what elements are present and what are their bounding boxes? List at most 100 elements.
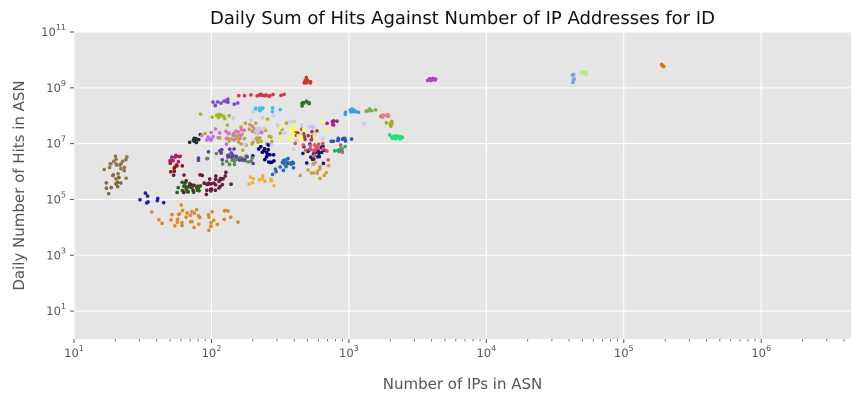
data-point <box>260 176 265 181</box>
data-point <box>265 117 270 121</box>
data-point <box>286 156 290 161</box>
data-point <box>215 222 220 227</box>
data-point <box>236 140 241 144</box>
data-point <box>124 157 128 162</box>
data-point <box>284 121 289 125</box>
data-point <box>301 143 306 147</box>
data-point <box>335 119 339 123</box>
data-point <box>324 128 329 132</box>
data-point <box>196 158 201 163</box>
data-point <box>251 161 255 166</box>
data-point <box>122 168 126 173</box>
data-point <box>264 154 269 159</box>
y-tick-base: 10 <box>46 81 61 95</box>
data-point <box>220 158 225 162</box>
data-point <box>205 138 209 142</box>
y-tick-label: 105 <box>46 190 66 206</box>
data-point <box>271 114 276 118</box>
data-point <box>260 115 265 120</box>
data-point <box>186 190 191 194</box>
data-point <box>333 149 337 153</box>
data-point <box>387 133 392 137</box>
data-point <box>192 225 196 230</box>
data-point <box>300 104 304 108</box>
data-point <box>227 114 231 118</box>
data-point <box>224 129 228 134</box>
data-point <box>213 177 218 182</box>
data-point <box>228 215 233 219</box>
data-point <box>240 148 245 152</box>
data-point <box>195 184 200 188</box>
data-point <box>176 159 181 164</box>
data-point <box>298 173 303 178</box>
data-point <box>175 220 180 225</box>
data-point <box>190 209 194 214</box>
x-tick-label: 104 <box>476 344 496 360</box>
data-point <box>306 133 310 138</box>
data-point <box>209 130 213 135</box>
y-tick-exponent: 3 <box>61 246 66 255</box>
data-point <box>288 119 293 124</box>
data-point <box>259 139 263 144</box>
data-point <box>308 147 313 152</box>
data-point <box>267 134 272 139</box>
data-point <box>247 182 251 186</box>
y-tick-base: 10 <box>41 25 56 39</box>
data-point <box>308 143 313 148</box>
data-point <box>236 130 240 134</box>
data-point <box>299 137 304 141</box>
data-point <box>218 136 222 140</box>
data-point <box>390 135 394 140</box>
data-point <box>266 147 271 152</box>
data-point <box>209 182 213 186</box>
data-point <box>211 218 216 223</box>
data-point <box>226 209 230 213</box>
y-tick-label: 1011 <box>41 23 66 39</box>
data-point <box>178 154 183 159</box>
data-point <box>272 183 276 188</box>
data-point <box>308 81 312 85</box>
data-point <box>343 144 347 149</box>
data-point <box>268 160 273 165</box>
data-point <box>315 129 319 133</box>
data-point <box>579 70 584 75</box>
data-point <box>232 159 237 163</box>
x-axis-label: Number of IPs in ASN <box>383 375 543 393</box>
data-point <box>214 174 218 178</box>
data-point <box>215 100 220 104</box>
x-tick-label: 102 <box>202 344 222 360</box>
data-point <box>222 217 226 222</box>
data-point <box>220 182 225 187</box>
data-point <box>321 137 325 141</box>
data-point <box>236 220 240 224</box>
data-point <box>312 153 317 158</box>
data-point <box>223 208 228 213</box>
data-point <box>120 159 125 164</box>
data-point <box>188 213 193 218</box>
data-point <box>229 151 234 155</box>
y-tick-exponent: 5 <box>61 190 66 199</box>
data-point <box>338 143 343 147</box>
data-point <box>181 190 186 195</box>
data-point <box>115 184 120 189</box>
data-point <box>239 142 243 146</box>
data-point <box>234 154 239 159</box>
data-point <box>204 192 209 197</box>
data-point <box>247 122 252 127</box>
data-point <box>180 164 185 168</box>
data-point <box>343 112 348 117</box>
data-point <box>290 134 294 139</box>
data-point <box>114 162 119 166</box>
data-point <box>351 108 355 113</box>
data-point <box>176 212 181 217</box>
data-point <box>249 93 253 97</box>
data-point <box>229 182 233 187</box>
data-point <box>258 127 262 131</box>
data-point <box>282 161 286 166</box>
data-point <box>168 161 173 166</box>
data-point <box>226 155 230 159</box>
data-point <box>571 80 575 85</box>
data-point <box>238 134 243 138</box>
data-point <box>206 150 211 154</box>
